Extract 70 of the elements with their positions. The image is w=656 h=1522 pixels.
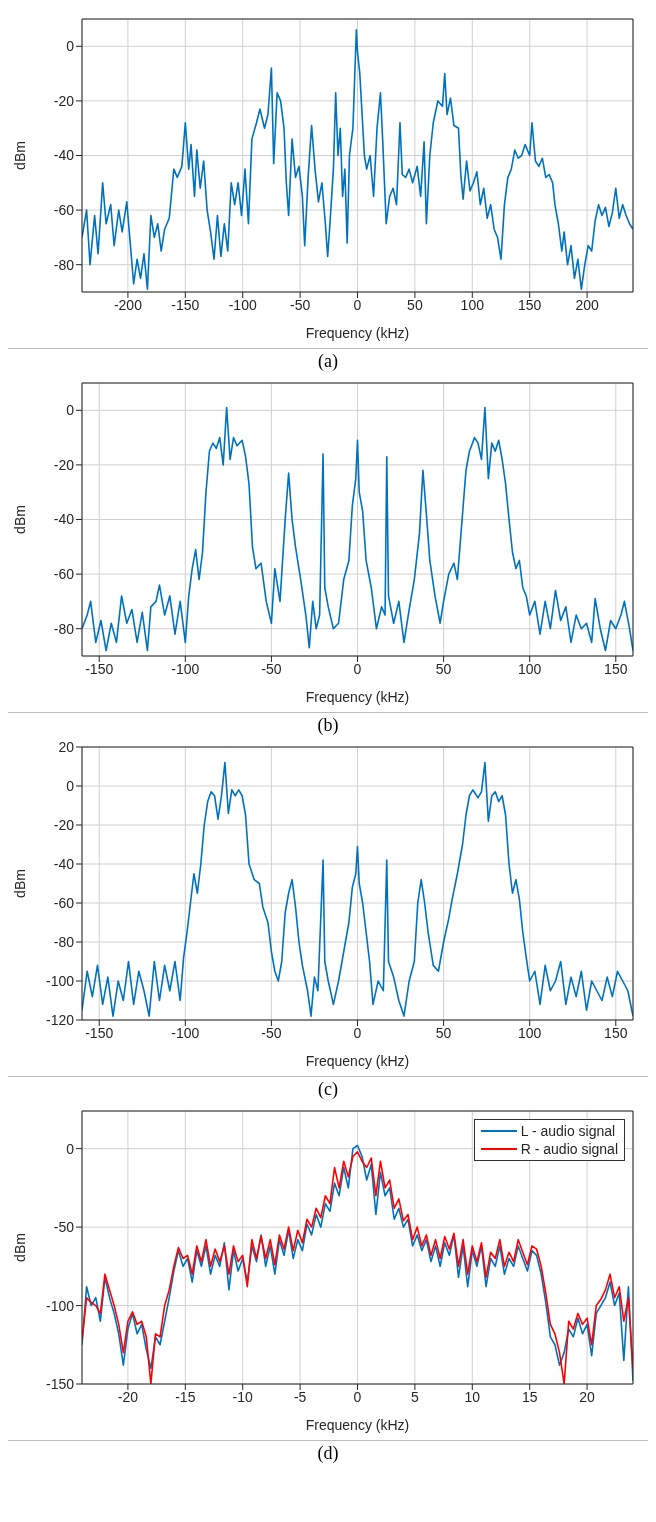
- x-tick-label: -50: [289, 296, 311, 313]
- y-tick-label: 0: [66, 777, 75, 794]
- legend-label: R - audio signal: [520, 1140, 618, 1158]
- x-tick-label: 50: [407, 296, 423, 313]
- y-axis-title: dBm: [11, 505, 28, 534]
- x-axis-title: Frequency (kHz): [305, 1053, 410, 1069]
- x-tick-label: 0: [353, 1388, 362, 1405]
- y-tick-label: -80: [53, 933, 75, 950]
- y-axis-title: dBm: [11, 869, 28, 898]
- x-tick-label: 50: [435, 660, 452, 677]
- x-tick-label: -15: [175, 1388, 196, 1405]
- y-tick-label: -80: [53, 620, 75, 637]
- x-tick-label: 150: [604, 1024, 628, 1041]
- x-tick-label: 5: [411, 1388, 419, 1405]
- line-series: [82, 761, 633, 1017]
- x-tick-label: 10: [464, 1388, 481, 1405]
- y-tick-label: -60: [53, 894, 75, 911]
- x-tick-label: -150: [171, 296, 200, 313]
- x-tick-label: -200: [113, 296, 143, 313]
- x-tick-label: -150: [85, 660, 114, 677]
- x-tick-label: 50: [435, 1024, 452, 1041]
- y-tick-label: -20: [53, 816, 75, 833]
- y-tick-label: -50: [53, 1219, 75, 1236]
- x-tick-label: -150: [85, 1024, 114, 1041]
- y-tick-label: -80: [53, 256, 75, 273]
- x-tick-label: -100: [171, 1024, 200, 1041]
- x-tick-label: 0: [353, 660, 362, 677]
- x-tick-label: 150: [604, 660, 628, 677]
- x-tick-label: 100: [518, 1024, 542, 1041]
- y-tick-label: -100: [45, 1297, 75, 1314]
- y-tick-label: -60: [53, 566, 75, 583]
- text: (b): [8, 712, 648, 736]
- y-tick-label: -150: [45, 1375, 75, 1392]
- x-tick-label: 15: [521, 1388, 538, 1405]
- y-tick-label: -20: [53, 92, 75, 109]
- x-tick-label: 100: [460, 296, 485, 313]
- x-tick-label: -100: [228, 296, 257, 313]
- y-tick-label: -40: [53, 147, 75, 164]
- x-tick-label: -50: [261, 660, 282, 677]
- y-tick-label: 0: [66, 38, 75, 55]
- x-tick-label: -100: [171, 660, 200, 677]
- y-tick-label: 0: [66, 1140, 75, 1157]
- y-tick-label: -120: [45, 1011, 75, 1028]
- y-tick-label: -40: [53, 511, 75, 528]
- x-axis-title: Frequency (kHz): [305, 1417, 410, 1433]
- x-tick-label: 0: [353, 1024, 362, 1041]
- x-tick-label: -5: [293, 1388, 307, 1405]
- y-tick-label: -20: [53, 456, 75, 473]
- legend-label: L - audio signal: [520, 1122, 616, 1140]
- y-tick-label: 20: [58, 738, 75, 755]
- y-tick-label: 0: [66, 402, 75, 419]
- x-tick-label: 0: [353, 296, 362, 313]
- y-tick-label: -40: [53, 855, 75, 872]
- y-axis-title: dBm: [11, 1233, 28, 1262]
- x-tick-label: -50: [261, 1024, 282, 1041]
- x-axis-title: Frequency (kHz): [305, 325, 410, 341]
- x-tick-label: -20: [117, 1388, 139, 1405]
- x-tick-label: 20: [579, 1388, 596, 1405]
- x-tick-label: 100: [518, 660, 542, 677]
- x-axis-title: Frequency (kHz): [305, 689, 410, 705]
- line-series: [82, 406, 633, 652]
- y-tick-label: -60: [53, 202, 75, 219]
- x-tick-label: -10: [232, 1388, 254, 1405]
- text: (c): [8, 1076, 648, 1100]
- text: (d): [8, 1440, 648, 1464]
- y-tick-label: -100: [45, 972, 75, 989]
- y-axis-title: dBm: [11, 141, 28, 170]
- text: (a): [8, 348, 648, 372]
- x-tick-label: 150: [518, 296, 542, 313]
- x-tick-label: 200: [575, 296, 599, 313]
